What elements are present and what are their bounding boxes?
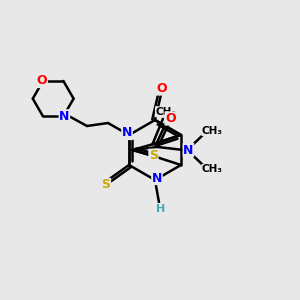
Text: N: N: [122, 127, 132, 140]
Text: S: S: [149, 149, 158, 162]
Text: O: O: [157, 82, 167, 95]
Text: H: H: [156, 203, 166, 214]
Text: N: N: [152, 172, 162, 184]
Text: CH₃: CH₃: [155, 107, 176, 117]
Text: O: O: [37, 74, 47, 88]
Text: CH₃: CH₃: [202, 125, 223, 136]
Text: N: N: [59, 110, 70, 123]
Text: CH₃: CH₃: [202, 164, 223, 175]
Text: S: S: [101, 178, 110, 191]
Text: O: O: [165, 112, 176, 125]
Text: N: N: [183, 143, 194, 157]
